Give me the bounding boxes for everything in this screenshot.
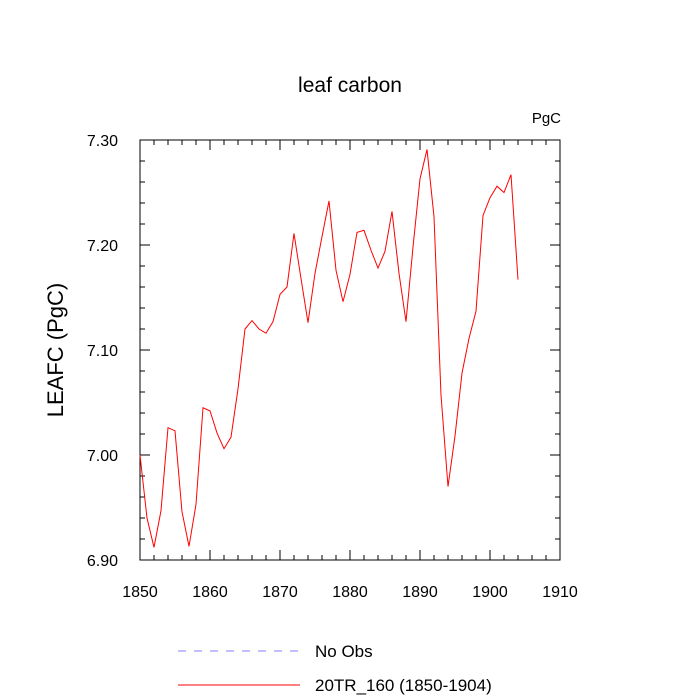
y-tick-label: 7.00 <box>87 448 118 465</box>
y-tick-label: 7.30 <box>87 133 118 150</box>
y-tick-label: 7.10 <box>87 343 118 360</box>
x-tick-label: 1890 <box>402 584 438 601</box>
x-tick-label: 1870 <box>262 584 298 601</box>
x-tick-label: 1910 <box>542 584 578 601</box>
x-tick-label: 1860 <box>192 584 228 601</box>
legend-label-no-obs: No Obs <box>315 642 373 661</box>
x-tick-label: 1850 <box>122 584 158 601</box>
y-tick-label: 7.20 <box>87 238 118 255</box>
x-tick-label: 1900 <box>472 584 508 601</box>
y-axis-label: LEAFC (PgC) <box>43 283 68 417</box>
units-label: PgC <box>532 110 561 127</box>
series-layer <box>139 149 519 548</box>
legend: No Obs 20TR_160 (1850-1904) <box>178 642 492 695</box>
plot-frame <box>139 139 561 561</box>
y-tick-label: 6.90 <box>87 553 118 570</box>
legend-label-20tr-160: 20TR_160 (1850-1904) <box>315 676 492 695</box>
axis-ticks <box>139 139 561 561</box>
series-line-1 <box>139 149 519 548</box>
chart-title: leaf carbon <box>298 74 402 97</box>
tick-labels: 1850 1860 1870 1880 1890 1900 1910 6.90 7.00 7.10… <box>87 133 578 601</box>
x-tick-label: 1880 <box>332 584 368 601</box>
